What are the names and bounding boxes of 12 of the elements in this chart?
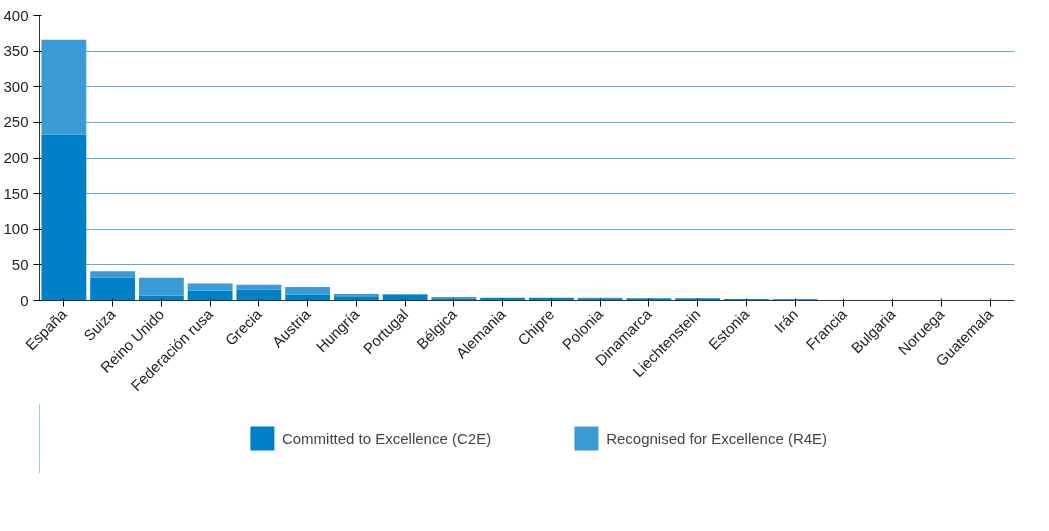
y-tick-label: 400 bbox=[3, 6, 29, 24]
y-tick-label: 50 bbox=[11, 255, 29, 273]
y-tick-label: 300 bbox=[3, 77, 29, 95]
legend-label: Recognised for Excellence (R4E) bbox=[606, 429, 828, 447]
legend-label: Committed to Excellence (C2E) bbox=[281, 429, 492, 447]
y-tick-label: 350 bbox=[3, 42, 29, 60]
y-tick-label: 0 bbox=[20, 291, 29, 309]
y-tick-label: 150 bbox=[3, 184, 29, 202]
y-tick-label: 200 bbox=[3, 149, 29, 166]
x-tick-label: Irán bbox=[770, 305, 802, 336]
y-tick-label: 250 bbox=[3, 113, 29, 131]
y-tick-label: 100 bbox=[3, 220, 29, 238]
